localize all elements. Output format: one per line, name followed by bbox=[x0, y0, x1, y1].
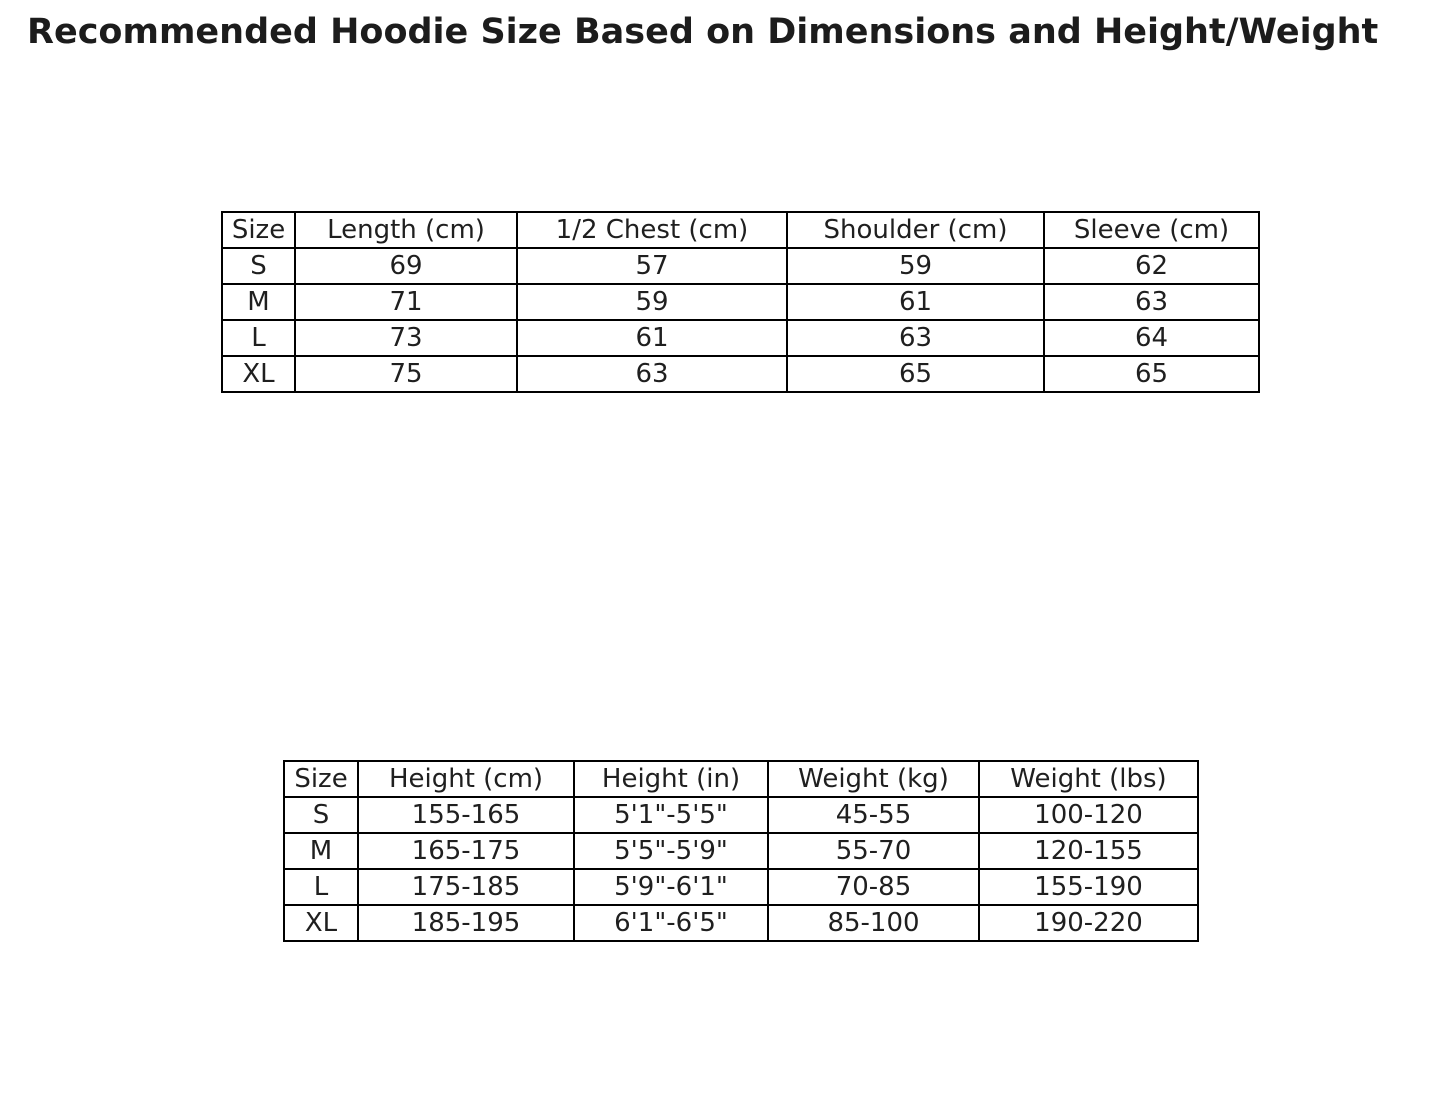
table-cell: 59 bbox=[516, 283, 788, 321]
column-header: Shoulder (cm) bbox=[786, 211, 1045, 249]
column-header: Sleeve (cm) bbox=[1043, 211, 1260, 249]
height-weight-table: Size Height (cm) Height (in) Weight (kg) Wei… bbox=[283, 760, 1199, 942]
column-header: Weight (lbs) bbox=[978, 760, 1199, 798]
table-header-row: Size Length (cm) 1/2 Chest (cm) Shoulder (c… bbox=[221, 211, 1260, 249]
table-cell: 175-185 bbox=[357, 868, 575, 906]
table-cell: M bbox=[221, 283, 296, 321]
table-cell: 63 bbox=[516, 355, 788, 393]
table-cell: XL bbox=[221, 355, 296, 393]
table-cell: 120-155 bbox=[978, 832, 1199, 870]
column-header: Weight (kg) bbox=[767, 760, 980, 798]
table-cell: 155-190 bbox=[978, 868, 1199, 906]
table-row: M 165-175 5'5"-5'9" 55-70 120-155 bbox=[283, 832, 1199, 870]
table-row: L 73 61 63 64 bbox=[221, 319, 1260, 357]
table-cell: 63 bbox=[1043, 283, 1260, 321]
column-header: Size bbox=[221, 211, 296, 249]
table-cell: S bbox=[283, 796, 359, 834]
column-header: Length (cm) bbox=[294, 211, 518, 249]
table-cell: 5'1"-5'5" bbox=[573, 796, 769, 834]
table-cell: S bbox=[221, 247, 296, 285]
table-cell: 100-120 bbox=[978, 796, 1199, 834]
table-cell: XL bbox=[283, 904, 359, 942]
table-cell: 45-55 bbox=[767, 796, 980, 834]
table-cell: 69 bbox=[294, 247, 518, 285]
table-cell: 165-175 bbox=[357, 832, 575, 870]
table-row: L 175-185 5'9"-6'1" 70-85 155-190 bbox=[283, 868, 1199, 906]
table-cell: 185-195 bbox=[357, 904, 575, 942]
column-header: Size bbox=[283, 760, 359, 798]
column-header: Height (cm) bbox=[357, 760, 575, 798]
table-cell: 73 bbox=[294, 319, 518, 357]
table-cell: 65 bbox=[1043, 355, 1260, 393]
table-cell: 75 bbox=[294, 355, 518, 393]
table-row: XL 185-195 6'1"-6'5" 85-100 190-220 bbox=[283, 904, 1199, 942]
table-cell: 64 bbox=[1043, 319, 1260, 357]
table-cell: 71 bbox=[294, 283, 518, 321]
dimensions-table: Size Length (cm) 1/2 Chest (cm) Shoulder (c… bbox=[221, 211, 1260, 393]
table-cell: 55-70 bbox=[767, 832, 980, 870]
table-cell: L bbox=[221, 319, 296, 357]
table-cell: 62 bbox=[1043, 247, 1260, 285]
table-cell: 63 bbox=[786, 319, 1045, 357]
table-cell: 57 bbox=[516, 247, 788, 285]
table-cell: 85-100 bbox=[767, 904, 980, 942]
table-cell: 6'1"-6'5" bbox=[573, 904, 769, 942]
table-cell: 190-220 bbox=[978, 904, 1199, 942]
table-row: XL 75 63 65 65 bbox=[221, 355, 1260, 393]
table-cell: 70-85 bbox=[767, 868, 980, 906]
table-row: S 155-165 5'1"-5'5" 45-55 100-120 bbox=[283, 796, 1199, 834]
table-header-row: Size Height (cm) Height (in) Weight (kg) Wei… bbox=[283, 760, 1199, 798]
table-cell: 59 bbox=[786, 247, 1045, 285]
table-cell: 155-165 bbox=[357, 796, 575, 834]
figure-title: Recommended Hoodie Size Based on Dimensi… bbox=[27, 12, 1379, 52]
table-cell: M bbox=[283, 832, 359, 870]
column-header: Height (in) bbox=[573, 760, 769, 798]
table-cell: 5'9"-6'1" bbox=[573, 868, 769, 906]
table-cell: L bbox=[283, 868, 359, 906]
column-header: 1/2 Chest (cm) bbox=[516, 211, 788, 249]
table-cell: 61 bbox=[786, 283, 1045, 321]
table-row: M 71 59 61 63 bbox=[221, 283, 1260, 321]
table-cell: 5'5"-5'9" bbox=[573, 832, 769, 870]
table-cell: 65 bbox=[786, 355, 1045, 393]
table-row: S 69 57 59 62 bbox=[221, 247, 1260, 285]
table-cell: 61 bbox=[516, 319, 788, 357]
